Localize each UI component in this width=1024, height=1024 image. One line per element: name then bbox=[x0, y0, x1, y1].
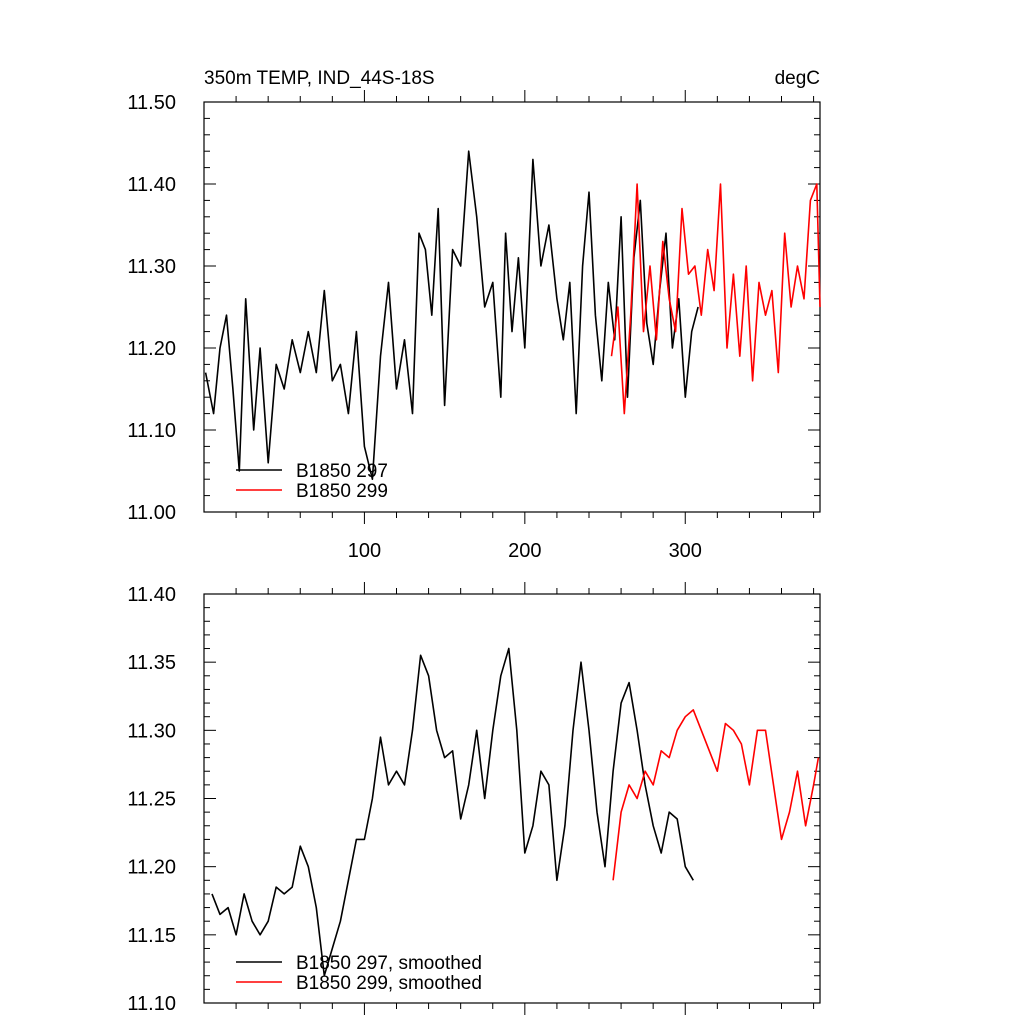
y-tick-label: 11.25 bbox=[127, 789, 176, 811]
legend-label-2: B1850 299, smoothed bbox=[296, 973, 482, 994]
y-tick-label: 11.10 bbox=[127, 420, 176, 442]
top-panel-units: degC bbox=[775, 68, 820, 89]
legend-label-1: B1850 297, smoothed bbox=[296, 953, 482, 974]
plot-frame bbox=[203, 593, 821, 1004]
bottom-plot-panel: 11.10 11.15 11.20 11.25 11.30 11.35 11.40 B1850… bbox=[127, 582, 821, 1015]
x-tick-label: 100 bbox=[348, 540, 381, 562]
y-tick-label: 11.20 bbox=[127, 338, 176, 360]
y-tick-label: 11.40 bbox=[127, 174, 176, 196]
legend-label-2: B1850 299 bbox=[296, 481, 388, 502]
top-plot-panel: 11.00 11.10 11.20 11.30 11.40 11.50 100 200 300 B… bbox=[127, 90, 821, 562]
top-panel-title: 350m TEMP, IND_44S-18S bbox=[204, 68, 435, 89]
y-tick-label: 11.30 bbox=[127, 256, 176, 278]
y-tick-label: 11.20 bbox=[127, 857, 176, 879]
plot-frame bbox=[203, 101, 821, 513]
legend-label-1: B1850 297 bbox=[296, 461, 388, 482]
series-line-1 bbox=[211, 647, 694, 977]
x-tick-label: 200 bbox=[508, 540, 541, 562]
y-tick-label: 11.00 bbox=[127, 502, 176, 524]
y-tick-label: 11.40 bbox=[127, 584, 176, 606]
x-tick-label: 300 bbox=[669, 540, 702, 562]
series-line-2 bbox=[612, 709, 820, 881]
series-line-2 bbox=[610, 183, 821, 415]
series-line-1 bbox=[204, 150, 699, 481]
y-tick-label: 11.50 bbox=[127, 92, 176, 114]
y-tick-label: 11.30 bbox=[127, 720, 176, 742]
y-tick-label: 11.15 bbox=[127, 925, 176, 947]
y-tick-label: 11.35 bbox=[127, 652, 176, 674]
y-tick-label: 11.10 bbox=[127, 993, 176, 1015]
